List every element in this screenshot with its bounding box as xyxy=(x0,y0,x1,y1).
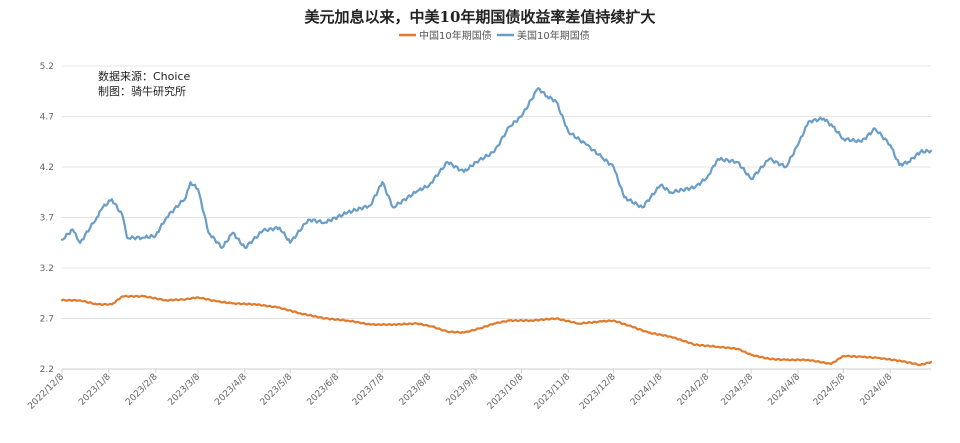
x-tick-label: 2023/1/8 xyxy=(77,372,113,408)
x-tick-label: 2023/10/8 xyxy=(486,372,526,412)
x-tick-label: 2024/6/8 xyxy=(859,372,895,408)
y-axis-ticks: 2.2 2.7 3.2 3.7 4.2 4.7 5.2 xyxy=(40,62,54,375)
author-note: 制图：骑牛研究所 xyxy=(98,84,186,98)
x-tick-label: 2023/9/8 xyxy=(445,372,481,408)
x-tick-label: 2024/1/8 xyxy=(629,372,665,408)
x-tick-label: 2023/3/8 xyxy=(166,372,202,408)
y-tick-label: 4.2 xyxy=(40,163,54,173)
x-tick-label: 2023/7/8 xyxy=(351,372,387,408)
series-line-us-10y xyxy=(60,87,933,249)
x-tick-label: 2024/5/8 xyxy=(812,372,848,408)
y-tick-label: 2.7 xyxy=(40,315,54,325)
y-tick-label: 3.2 xyxy=(40,264,54,274)
x-tick-label: 2023/8/8 xyxy=(398,372,434,408)
legend: 中国10年期国债 美国10年期国债 xyxy=(399,29,590,42)
y-tick-label: 5.2 xyxy=(40,62,54,72)
plot-area xyxy=(60,87,933,367)
x-tick-label: 2023/12/8 xyxy=(578,372,618,412)
y-tick-label: 4.7 xyxy=(40,113,54,123)
series-line-china-10y xyxy=(60,294,933,367)
x-tick-label: 2023/4/8 xyxy=(213,372,249,408)
x-tick-label: 2023/2/8 xyxy=(124,372,160,408)
chart-title: 美元加息以来，中美10年期国债收益率差值持续扩大 xyxy=(305,8,656,26)
x-tick-label: 2022/12/8 xyxy=(26,372,66,412)
x-tick-label: 2024/4/8 xyxy=(766,372,802,408)
y-tick-label: 3.7 xyxy=(40,214,54,224)
x-tick-label: 2023/5/8 xyxy=(259,372,295,408)
legend-label-us: 美国10年期国债 xyxy=(517,29,590,42)
x-tick-label: 2024/3/8 xyxy=(720,372,756,408)
x-tick-label: 2024/2/8 xyxy=(676,372,712,408)
y-tick-label: 2.2 xyxy=(40,365,54,375)
source-note: 数据来源：Choice xyxy=(98,69,190,83)
legend-label-china: 中国10年期国债 xyxy=(419,29,492,42)
x-axis-ticks: 2022/12/8 2023/1/8 2023/2/8 2023/3/8 2023/4/… xyxy=(26,369,895,412)
x-tick-label: 2023/11/8 xyxy=(533,372,573,412)
gridlines xyxy=(62,65,931,370)
x-tick-label: 2023/6/8 xyxy=(306,372,342,408)
